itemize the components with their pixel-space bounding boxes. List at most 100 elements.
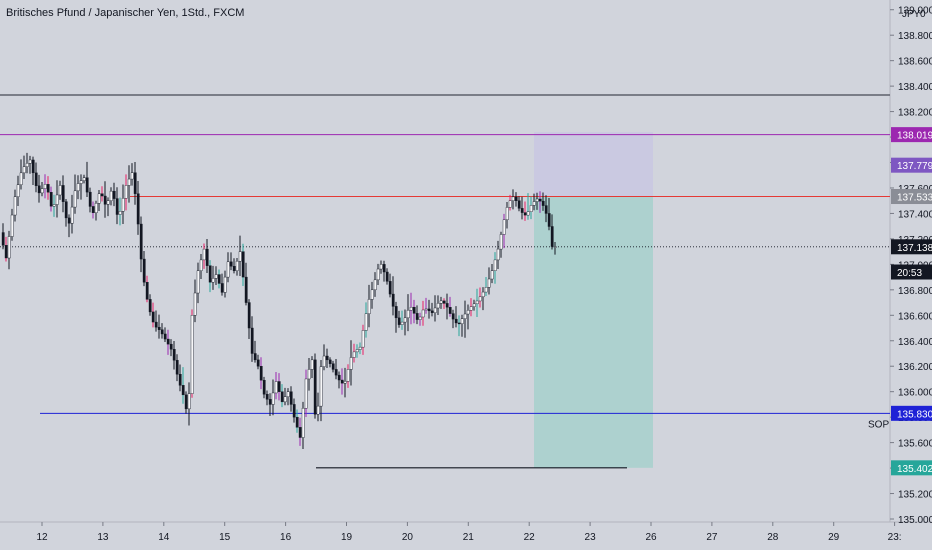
candle-body [70, 206, 74, 224]
candle-body [58, 185, 62, 196]
candle-body [262, 380, 266, 395]
candle-body [445, 303, 449, 308]
candle-body [1, 232, 5, 246]
candle-body [85, 177, 89, 193]
time-tick-label: 20 [402, 532, 414, 543]
candle-body [94, 203, 98, 214]
time-tick-label: 29 [828, 532, 840, 543]
candle-body [466, 310, 470, 315]
candle-body [118, 211, 122, 215]
candle-body [115, 198, 119, 215]
candle-body [367, 299, 371, 314]
candle-body [496, 248, 500, 261]
candle-body [463, 313, 467, 319]
candle-body [301, 408, 305, 438]
time-tick-label: 12 [36, 532, 48, 543]
candle-body [202, 248, 206, 261]
candle-body [196, 270, 200, 294]
candle-body [337, 374, 341, 381]
candle-body [253, 353, 257, 361]
time-tick-label: 15 [219, 532, 231, 543]
candle-body [313, 359, 317, 415]
candle-body [235, 260, 239, 271]
candle-body [28, 159, 32, 164]
candle-body [523, 212, 527, 216]
candle-body [508, 200, 512, 208]
candle-body [289, 391, 293, 405]
candle-body [37, 185, 41, 194]
candle-body [352, 351, 356, 358]
candle-body [472, 303, 476, 307]
candle-body [109, 190, 113, 201]
candle-body [280, 391, 284, 403]
candle-body [229, 261, 233, 267]
candle-body [370, 289, 374, 300]
time-tick-label: 19 [341, 532, 353, 543]
time-tick-label: 13 [97, 532, 109, 543]
candle-body [436, 302, 440, 309]
price-tick-label: 138.200 [898, 108, 932, 119]
candle-body [76, 183, 80, 192]
candle-body [439, 300, 443, 304]
candle-body [418, 316, 422, 320]
candle-body [67, 217, 71, 224]
candle-body [343, 381, 347, 384]
candle-body [286, 391, 290, 397]
candle-body [208, 265, 212, 283]
candle-body [136, 193, 140, 225]
price-tick-label: 138.400 [898, 82, 932, 93]
candle-body [4, 245, 8, 259]
candle-body [157, 326, 161, 330]
candle-body [442, 300, 446, 304]
candle-body [520, 208, 524, 213]
candle-body [319, 366, 323, 407]
candle-body [430, 310, 434, 313]
candle-body [232, 266, 236, 271]
candles-series [1, 152, 557, 449]
candle-body [10, 214, 14, 237]
candle-body [376, 268, 380, 281]
candle-body [388, 281, 392, 295]
candle-body [49, 192, 53, 207]
candle-body [274, 381, 278, 394]
candle-body [73, 190, 77, 208]
candle-body [256, 359, 260, 367]
candle-body [538, 198, 542, 202]
time-tick-label: 14 [158, 532, 170, 543]
candle-body [34, 172, 38, 186]
candle-body [475, 300, 479, 305]
candle-body [529, 205, 533, 212]
candle-body [454, 318, 458, 324]
candle-body [364, 313, 368, 331]
candle-body [403, 317, 407, 323]
candle-body [394, 306, 398, 319]
candle-body [553, 246, 557, 248]
candle-body [268, 399, 272, 405]
plot-area[interactable] [0, 0, 890, 522]
candle-body [304, 378, 308, 409]
currency-label: JPY [902, 9, 921, 20]
candle-body [400, 321, 404, 325]
candle-body [322, 355, 326, 367]
scale-mode-label[interactable]: 0 [920, 9, 926, 20]
candle-body [481, 291, 485, 298]
candle-body [412, 306, 416, 314]
candle-body [460, 318, 464, 324]
candle-body [112, 190, 116, 199]
candle-body [121, 198, 125, 212]
time-tick-label: 28 [767, 532, 779, 543]
candle-body [79, 180, 83, 184]
price-tick-label: 136.200 [898, 362, 932, 373]
candle-body [493, 259, 497, 271]
candle-body [382, 264, 386, 273]
candle-body [535, 198, 539, 202]
position-reward-zone[interactable] [534, 196, 653, 468]
candle-body [451, 313, 455, 320]
candle-body [484, 287, 488, 293]
stop-tag-bg [891, 157, 932, 173]
position-risk-zone[interactable] [534, 132, 653, 197]
candle-body [292, 404, 296, 418]
price-tags: 138.019137.533135.830137.779137.533137.1… [891, 127, 932, 476]
candle-body [7, 236, 11, 259]
